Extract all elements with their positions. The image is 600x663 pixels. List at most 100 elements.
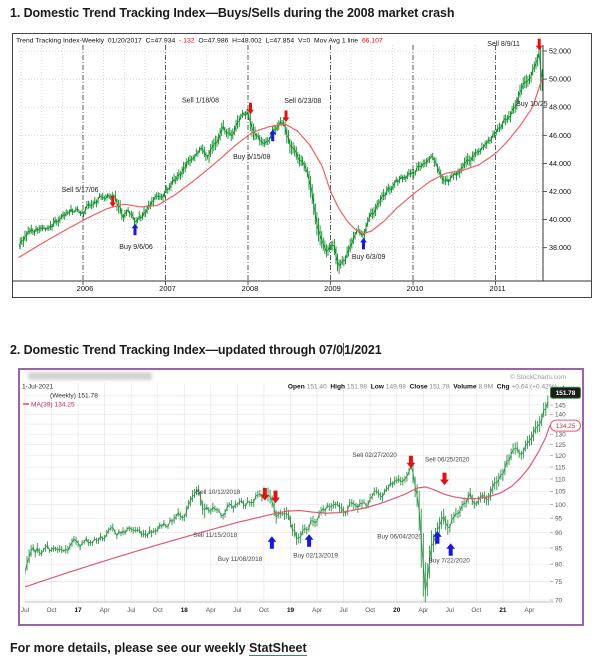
- sell-arrow-icon: [109, 195, 117, 207]
- chart-header-text: Trend Tracking Index-Weekly 01/20/2017 C…: [16, 38, 386, 45]
- annotation-label: Buy 11/08/2018: [218, 556, 263, 563]
- annotation-buy-10-25: Buy 10/25: [516, 101, 548, 108]
- sell-arrow-icon: [406, 455, 416, 469]
- annotation-label: Buy 7/22/2020: [429, 558, 471, 565]
- svg-text:44.000: 44.000: [549, 159, 571, 168]
- annotation-buy-6-3-09: Buy 6/3/09: [352, 237, 386, 261]
- svg-text:Oct: Oct: [365, 607, 375, 614]
- svg-text:75: 75: [555, 579, 563, 586]
- svg-text:Oct: Oct: [471, 607, 481, 614]
- annotation-label: Buy 02/13/2019: [293, 553, 338, 560]
- annotation-buy-06-04-2020: Buy 06/04/2020: [377, 531, 442, 544]
- annotation-label: Sell 6/23/08: [284, 98, 321, 105]
- sell-arrow-icon: [282, 110, 290, 122]
- svg-text:2010: 2010: [407, 284, 424, 293]
- annotation-sell-10-12-2018: Sell 10/12/2018: [196, 488, 280, 504]
- chart-2021-updated: © StockCharts.com 1-Jul-2021 Open 151.40 H…: [21, 372, 581, 614]
- svg-text:Jul: Jul: [21, 607, 29, 614]
- annotation-sell-06-25-2020: Sell 06/25/2020: [425, 456, 470, 486]
- annotation-buy-02-13-2019: Buy 02/13/2019: [293, 534, 338, 560]
- svg-text:145: 145: [555, 402, 566, 409]
- svg-text:Jul: Jul: [446, 607, 454, 614]
- candle-series: [19, 45, 543, 274]
- svg-text:Apr: Apr: [206, 607, 217, 614]
- svg-text:17: 17: [75, 607, 83, 614]
- svg-text:140: 140: [555, 412, 566, 419]
- svg-text:Oct: Oct: [47, 607, 57, 614]
- svg-text:2009: 2009: [324, 284, 341, 293]
- chart-2008-crash: Trend Tracking Index-Weekly 01/20/2017 C…: [12, 33, 592, 298]
- svg-text:40.000: 40.000: [549, 215, 571, 224]
- svg-text:134.25: 134.25: [556, 423, 576, 430]
- annotation-buy-9-6-06: Buy 9/6/06: [119, 223, 153, 251]
- annotation-label: Buy 06/04/2020: [377, 534, 422, 541]
- x-axis-labels: Jul Oct 17 Apr Jul Oct 18 Apr Jul Oct 19 Apr Jul Oct 2…: [21, 607, 535, 614]
- buy-arrow-icon: [131, 223, 139, 236]
- annotation-label: Sell 11/15/2018: [193, 532, 237, 539]
- svg-text:Apr: Apr: [524, 607, 535, 614]
- x-axis-labels: 2006 2007 2008 2009 2010 2011: [77, 281, 506, 293]
- svg-text:48.000: 48.000: [549, 103, 571, 112]
- redacted-ticker-blur: [28, 372, 152, 380]
- sell-arrow-icon: [440, 472, 449, 486]
- svg-text:52.000: 52.000: [549, 47, 571, 56]
- svg-text:85: 85: [555, 545, 563, 552]
- chart-2008-crash-container: Trend Tracking Index-Weekly 01/20/2017 C…: [12, 33, 592, 298]
- svg-text:Jul: Jul: [127, 607, 135, 614]
- annotation-label: Sell 02/27/2020: [352, 452, 397, 459]
- svg-text:19: 19: [287, 607, 295, 614]
- ohlc-header: Open 151.40 High 151.98 Low 149.98 Close…: [288, 384, 566, 391]
- year-gridlines: [82, 45, 496, 281]
- annotation-sell-11-15-2018: Sell 11/15/2018: [193, 532, 237, 539]
- y-axis-labels: 52.000 50.000 48.000 46.000 44.000 42.000 40.0…: [543, 47, 571, 252]
- svg-text:Oct: Oct: [259, 607, 269, 614]
- annotation-buy-5-15-08: Buy 5/15/08: [233, 129, 277, 161]
- candle-series: [25, 395, 549, 602]
- svg-text:42.000: 42.000: [549, 187, 571, 196]
- statsheet-link[interactable]: StatSheet: [249, 641, 307, 656]
- last-price-badge: 151.78: [550, 386, 581, 399]
- moving-average-line: [24, 425, 551, 588]
- ma-price-badge: 134.25: [550, 419, 581, 432]
- svg-text:110: 110: [555, 476, 566, 483]
- svg-text:20: 20: [393, 607, 401, 614]
- svg-text:100: 100: [555, 502, 566, 509]
- svg-text:105: 105: [555, 489, 566, 496]
- annotation-label: Buy 10/25: [516, 101, 548, 108]
- svg-text:95: 95: [555, 516, 563, 523]
- weekly-label: (Weekly) 151.78: [50, 393, 98, 400]
- chart-date-label: 1-Jul-2021: [22, 384, 53, 391]
- svg-text:46.000: 46.000: [549, 131, 571, 140]
- annotation-sell-8-9-11: Sell 8/9/11: [487, 38, 543, 51]
- svg-text:Apr: Apr: [312, 607, 323, 614]
- svg-text:Jul: Jul: [340, 607, 348, 614]
- gridlines: [19, 45, 543, 281]
- gridlines: [24, 383, 550, 602]
- svg-text:70: 70: [555, 597, 563, 604]
- svg-text:2006: 2006: [77, 284, 94, 293]
- annotation-label: Sell 5/17/06: [62, 187, 99, 194]
- annotation-sell-1-18-08: Sell 1/18/08: [182, 97, 254, 115]
- moving-average-line: [18, 74, 544, 259]
- annotation-label: Buy 6/3/09: [352, 254, 386, 261]
- svg-text:151.78: 151.78: [556, 390, 576, 397]
- buy-arrow-icon: [304, 534, 314, 547]
- buy-arrow-icon: [360, 237, 367, 250]
- footer-note: For more details, please see our weekly …: [10, 641, 307, 656]
- buy-arrow-icon: [433, 531, 442, 544]
- svg-text:130: 130: [555, 432, 566, 439]
- cursor-caret: [342, 343, 344, 356]
- annotation-label: Sell 8/9/11: [487, 41, 520, 48]
- sell-arrow-icon: [247, 102, 254, 115]
- svg-text:115: 115: [555, 464, 566, 471]
- annotation-label: Buy 9/6/06: [119, 244, 153, 251]
- svg-text:2008: 2008: [242, 284, 259, 293]
- svg-text:2011: 2011: [489, 284, 505, 293]
- sell-arrow-icon: [260, 488, 270, 501]
- sell-arrow-icon: [535, 38, 543, 51]
- svg-text:50.000: 50.000: [549, 75, 571, 84]
- svg-text:2007: 2007: [159, 284, 176, 293]
- y-axis-labels: 145 140 130 125 120 115 110 105 100 95 90 85 80 75 70: [550, 402, 566, 604]
- svg-text:Apr: Apr: [100, 607, 111, 614]
- chart-2021-container: © StockCharts.com 1-Jul-2021 Open 151.40 H…: [18, 368, 584, 626]
